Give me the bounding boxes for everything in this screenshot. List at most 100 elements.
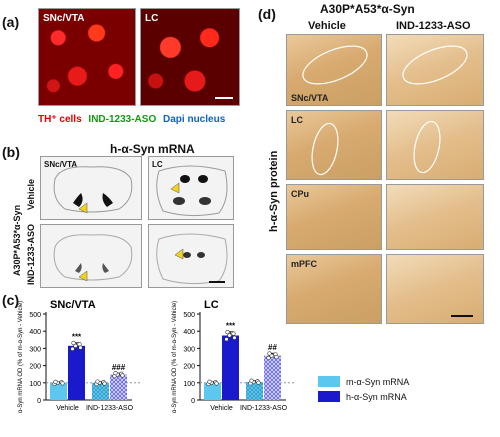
dot-1-1-1-3: [274, 354, 279, 360]
ihc-snc-aso: [386, 34, 484, 106]
ihc-scale-bar: [451, 315, 473, 317]
dot-0-1-1-4: [113, 371, 118, 376]
y-tick-label-0-0: 0: [37, 398, 41, 405]
autorad-snc-label: SNc/VTA: [44, 160, 78, 169]
panel-c-legend: m-α-Syn mRNA h-α-Syn mRNA: [318, 376, 409, 402]
dot-0-0-1-0: [70, 346, 75, 352]
dot-1-1-1-4: [267, 351, 272, 356]
legend-dapi: Dapi nucleus: [163, 114, 226, 125]
panel-b-letter: (b): [2, 144, 20, 160]
legend-h-swatch: [318, 391, 340, 402]
autorad-lc-aso: [148, 224, 234, 288]
chart-title-0: SNc/VTA: [50, 299, 96, 311]
legend-th: TH⁺ cells: [38, 114, 82, 125]
y-tick-label-0-1: 100: [29, 381, 41, 388]
ihc-mpfc-vehicle: mPFC: [286, 254, 382, 324]
annot-0-0: ***: [72, 333, 82, 342]
ihc-region-snc: SNc/VTA: [291, 93, 329, 103]
autorad-lc-vehicle: LC: [148, 156, 234, 220]
autorad-lc-label: LC: [152, 160, 163, 169]
y-tick-label-1-2: 200: [183, 364, 195, 371]
dot-1-1-1-0: [266, 355, 271, 361]
bar-1-1-1: [264, 355, 281, 400]
dot-0-0-1-3: [78, 345, 83, 350]
panel-d-title: A30P*A53*α-Syn: [320, 2, 415, 16]
y-tick-label-0-3: 300: [29, 346, 41, 353]
panel-a-legend: TH⁺ cells IND-1233-ASO Dapi nucleus: [38, 114, 248, 125]
panel-b-row1: Vehicle: [26, 178, 36, 210]
annot-1-1: ##: [268, 343, 277, 352]
dot-0-0-1-1: [77, 342, 82, 347]
dot-0-1-0-3: [102, 381, 107, 386]
dot-1-0-0-4: [207, 379, 212, 384]
cat-label-1-1: IND-1233-ASO: [240, 405, 288, 412]
y-axis-label-1: α-Syn mRNA OD (% of m-α-Syn - Vehicle): [172, 301, 178, 413]
dot-0-0-1-2: [73, 343, 78, 348]
panel-d-side-label: h-α-Syn protein: [268, 150, 280, 232]
ihc-snc-vehicle: SNc/VTA: [286, 34, 382, 106]
cat-label-1-0: Vehicle: [210, 405, 233, 412]
bar-1-0-1: [222, 335, 239, 400]
y-tick-label-1-5: 500: [183, 312, 195, 319]
legend-h-label: h-α-Syn mRNA: [346, 391, 407, 402]
autorad-snc-vehicle: SNc/VTA: [40, 156, 142, 220]
legend-m-label: m-α-Syn mRNA: [346, 376, 410, 387]
dot-0-0-0-4: [53, 379, 58, 384]
y-tick-label-0-4: 400: [29, 329, 41, 336]
panel-a-lc-image: LC: [140, 8, 240, 106]
ihc-lc-aso: [386, 110, 484, 180]
ihc-cpu-vehicle: CPu: [286, 184, 382, 250]
bar-1-1-0: [246, 381, 263, 400]
dot-1-0-1-1: [231, 331, 236, 336]
y-tick-label-0-5: 500: [29, 312, 41, 319]
panel-b-title: h-α-Syn mRNA: [110, 142, 195, 156]
panel-a-lc-label: LC: [145, 13, 159, 24]
y-tick-label-1-1: 100: [183, 381, 195, 388]
dot-1-1-0-3: [256, 380, 261, 385]
cat-label-0-1: IND-1233-ASO: [86, 405, 134, 412]
panel-d-col2: IND-1233-ASO: [396, 20, 471, 32]
dot-1-0-1-2: [227, 333, 232, 338]
annot-1-0: ***: [226, 322, 236, 331]
dot-1-0-1-4: [225, 329, 230, 335]
y-axis-label-0: α-Syn mRNA OD (% of m-α-Syn - Vehicle): [18, 301, 24, 413]
dot-0-0-0-3: [60, 381, 65, 386]
ihc-region-cpu: CPu: [291, 189, 309, 199]
bar-0-0-1: [68, 345, 85, 400]
dot-1-0-0-3: [214, 381, 219, 386]
dot-1-0-1-0: [224, 337, 229, 342]
y-tick-label-1-3: 300: [183, 346, 195, 353]
panel-c-letter: (c): [2, 292, 20, 308]
bar-0-0-0: [50, 382, 67, 400]
ihc-region-lc: LC: [291, 115, 303, 125]
panel-b-row2: IND-1233-ASO: [26, 223, 36, 285]
scale-bar: [215, 97, 233, 99]
bar-0-1-1: [110, 374, 127, 400]
dot-0-0-1-4: [71, 340, 76, 346]
y-tick-label-1-0: 0: [191, 398, 195, 405]
dot-0-1-1-3: [120, 373, 125, 378]
autorad-snc-aso: [40, 224, 142, 288]
ihc-mpfc-aso: [386, 254, 484, 324]
chart-title-1: LC: [204, 299, 219, 311]
dot-1-1-0-4: [249, 378, 254, 383]
panel-d-col1: Vehicle: [308, 20, 346, 32]
dot-1-0-1-3: [232, 335, 237, 340]
panel-a-snc-image: SNc/VTA: [38, 8, 136, 106]
panel-a-letter: (a): [2, 14, 20, 30]
y-tick-label-1-4: 400: [183, 329, 195, 336]
annot-0-1: ###: [112, 363, 126, 372]
bar-1-0-0: [204, 382, 221, 400]
dot-0-1-0-4: [95, 379, 100, 384]
bar-0-1-0: [92, 382, 109, 400]
cat-label-0-0: Vehicle: [56, 405, 79, 412]
panel-d-letter: (d): [258, 6, 276, 22]
panel-b-row-group: A30P*A53*α-Syn: [12, 204, 22, 276]
legend-m-swatch: [318, 376, 340, 387]
y-tick-label-0-2: 200: [29, 364, 41, 371]
legend-ind: IND-1233-ASO: [88, 114, 157, 125]
ihc-region-mpfc: mPFC: [291, 259, 318, 269]
panel-a-snc-label: SNc/VTA: [43, 13, 85, 24]
panel-c-charts: SNc/VTA 0 100 200 300 400 500 α-Syn mRNA OD (% …: [18, 299, 294, 413]
ihc-cpu-aso: [386, 184, 484, 250]
